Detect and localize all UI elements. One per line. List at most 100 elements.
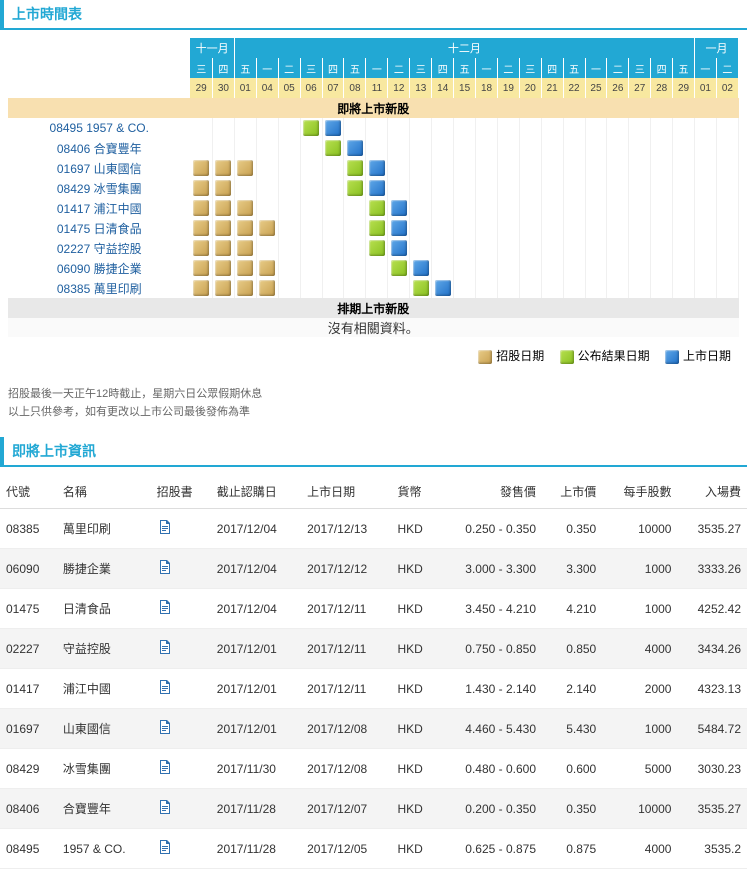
info-table-row: 01475日清食品2017/12/042017/12/11HKD3.450 - … — [0, 589, 747, 629]
prospectus-cell[interactable] — [151, 789, 211, 829]
document-icon[interactable] — [157, 839, 173, 855]
currency-cell: HKD — [391, 789, 438, 829]
date-header: 04 — [256, 78, 278, 98]
stock-row-label[interactable]: 06090 勝捷企業 — [8, 258, 190, 278]
date-header: 29 — [673, 78, 695, 98]
name-cell[interactable]: 守益控股 — [57, 629, 151, 669]
weekday-header: 一 — [256, 58, 278, 78]
weekday-header: 四 — [432, 58, 454, 78]
info-col-header[interactable]: 上市價 — [542, 475, 602, 509]
blue-marker — [391, 240, 407, 256]
stock-row-label[interactable]: 01475 日清食品 — [8, 218, 190, 238]
gold-marker — [193, 260, 209, 276]
legend: 招股日期 公布結果日期 上市日期 — [8, 337, 739, 374]
code-cell[interactable]: 01417 — [0, 669, 57, 709]
info-col-header[interactable]: 名稱 — [57, 475, 151, 509]
prospectus-cell[interactable] — [151, 589, 211, 629]
green-marker — [325, 140, 341, 156]
stock-row-label[interactable]: 08429 冰雪集團 — [8, 178, 190, 198]
document-icon[interactable] — [157, 599, 173, 615]
stock-row-label[interactable]: 01417 浦江中國 — [8, 198, 190, 218]
weekday-header: 三 — [629, 58, 651, 78]
gold-marker — [259, 280, 275, 296]
name-cell[interactable]: 日清食品 — [57, 589, 151, 629]
legend-gold-icon — [478, 350, 492, 364]
timeline-notes: 招股最後一天正午12時截止，星期六日公眾假期休息 以上只供參考，如有更改以上市公… — [0, 382, 747, 437]
blue-marker — [347, 140, 363, 156]
name-cell[interactable]: 山東國信 — [57, 709, 151, 749]
prospectus-cell[interactable] — [151, 709, 211, 749]
date-header: 13 — [410, 78, 432, 98]
name-cell[interactable]: 合寶豐年 — [57, 789, 151, 829]
date-header: 01 — [234, 78, 256, 98]
price-range-cell: 0.750 - 0.850 — [438, 629, 542, 669]
legend-blue-label: 上市日期 — [683, 349, 731, 363]
info-col-header[interactable]: 代號 — [0, 475, 57, 509]
document-icon[interactable] — [157, 719, 173, 735]
name-cell[interactable]: 冰雪集團 — [57, 749, 151, 789]
code-cell[interactable]: 01475 — [0, 589, 57, 629]
date-header: 08 — [344, 78, 366, 98]
closing-date-cell: 2017/12/01 — [211, 709, 301, 749]
code-cell[interactable]: 08385 — [0, 509, 57, 549]
code-cell[interactable]: 02227 — [0, 629, 57, 669]
name-cell[interactable]: 浦江中國 — [57, 669, 151, 709]
date-header: 01 — [694, 78, 716, 98]
code-cell[interactable]: 08406 — [0, 789, 57, 829]
weekday-header: 四 — [322, 58, 344, 78]
info-table-row: 02227守益控股2017/12/012017/12/11HKD0.750 - … — [0, 629, 747, 669]
weekday-header: 三 — [300, 58, 322, 78]
blue-marker — [391, 200, 407, 216]
fee-cell: 3030.23 — [677, 749, 747, 789]
info-col-header[interactable]: 招股書 — [151, 475, 211, 509]
price-range-cell: 0.480 - 0.600 — [438, 749, 542, 789]
prospectus-cell[interactable] — [151, 829, 211, 869]
closing-date-cell: 2017/11/28 — [211, 829, 301, 869]
document-icon[interactable] — [157, 559, 173, 575]
prospectus-cell[interactable] — [151, 549, 211, 589]
document-icon[interactable] — [157, 639, 173, 655]
listing-date-cell: 2017/12/05 — [301, 829, 391, 869]
document-icon[interactable] — [157, 799, 173, 815]
info-col-header[interactable]: 貨幣 — [391, 475, 438, 509]
info-table-row: 08429冰雪集團2017/11/302017/12/08HKD0.480 - … — [0, 749, 747, 789]
stock-row-label[interactable]: 01697 山東國信 — [8, 158, 190, 178]
name-cell[interactable]: 萬里印刷 — [57, 509, 151, 549]
code-cell[interactable]: 08495 — [0, 829, 57, 869]
stock-row-label[interactable]: 08385 萬里印刷 — [8, 278, 190, 298]
prospectus-cell[interactable] — [151, 669, 211, 709]
currency-cell: HKD — [391, 589, 438, 629]
code-cell[interactable]: 06090 — [0, 549, 57, 589]
list-price-cell: 0.850 — [542, 629, 602, 669]
info-col-header[interactable]: 發售價 — [438, 475, 542, 509]
prospectus-cell[interactable] — [151, 749, 211, 789]
closing-date-cell: 2017/12/04 — [211, 549, 301, 589]
name-cell[interactable]: 1957 & CO. — [57, 829, 151, 869]
document-icon[interactable] — [157, 679, 173, 695]
lot-cell: 1000 — [602, 589, 677, 629]
prospectus-cell[interactable] — [151, 509, 211, 549]
date-header: 27 — [629, 78, 651, 98]
info-col-header[interactable]: 截止認購日 — [211, 475, 301, 509]
document-icon[interactable] — [157, 519, 173, 535]
date-header: 12 — [388, 78, 410, 98]
gold-marker — [259, 260, 275, 276]
gold-marker — [215, 180, 231, 196]
info-col-header[interactable]: 每手股數 — [602, 475, 677, 509]
code-cell[interactable]: 01697 — [0, 709, 57, 749]
info-col-header[interactable]: 上市日期 — [301, 475, 391, 509]
prospectus-cell[interactable] — [151, 629, 211, 669]
legend-gold-label: 招股日期 — [496, 349, 544, 363]
document-icon[interactable] — [157, 759, 173, 775]
stock-row-label[interactable]: 02227 守益控股 — [8, 238, 190, 258]
upcoming-section-label: 即將上市新股 — [8, 98, 739, 118]
stock-row-label[interactable]: 08406 合寶豐年 — [8, 138, 190, 158]
code-cell[interactable]: 08429 — [0, 749, 57, 789]
fee-cell: 3333.26 — [677, 549, 747, 589]
gold-marker — [193, 200, 209, 216]
name-cell[interactable]: 勝捷企業 — [57, 549, 151, 589]
stock-row-label[interactable]: 08495 1957 & CO. — [8, 118, 190, 138]
date-header: 21 — [541, 78, 563, 98]
date-header: 02 — [716, 78, 738, 98]
info-col-header[interactable]: 入場費 — [677, 475, 747, 509]
